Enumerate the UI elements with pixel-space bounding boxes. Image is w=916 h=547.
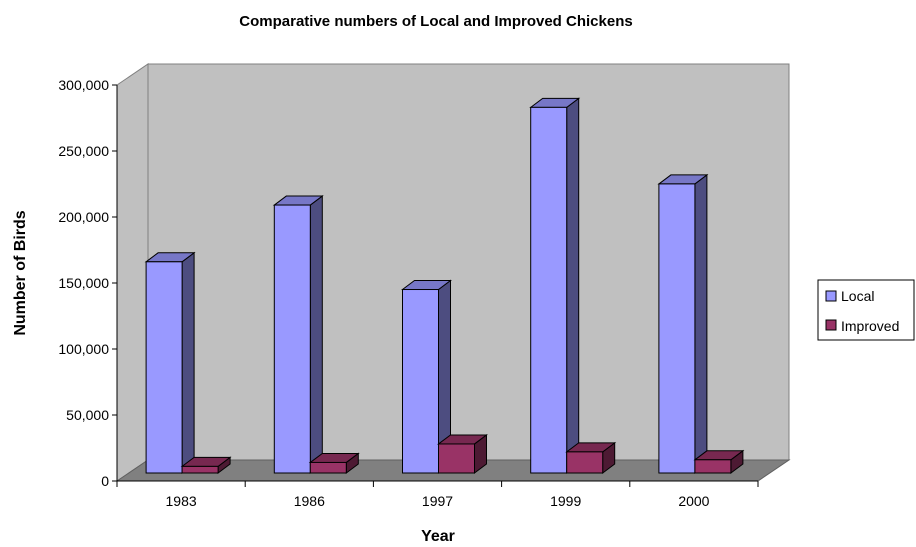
- y-tick-label: 150,000: [58, 275, 109, 291]
- bar-local: [145, 261, 183, 474]
- x-tick-label: 1997: [422, 493, 453, 509]
- x-tick-label: 1986: [294, 493, 325, 509]
- bar-local: [273, 204, 311, 474]
- legend-swatch-improved: [825, 319, 837, 331]
- y-tick-label: 100,000: [58, 341, 109, 357]
- bar-local: [530, 106, 568, 474]
- legend: Local Improved: [817, 279, 915, 341]
- bar-improved: [181, 465, 219, 474]
- y-tick-label: 200,000: [58, 209, 109, 225]
- plot-area: 0 50,000 100,000 150,000 200,000 250,000 300,0…: [58, 63, 791, 509]
- y-tick-label: 0: [101, 473, 109, 489]
- bar-local-side: [694, 173, 708, 474]
- bar-improved: [309, 461, 347, 474]
- bar-improved: [694, 459, 732, 474]
- bar-local-side: [181, 251, 195, 474]
- legend-label-improved: Improved: [841, 318, 899, 334]
- legend-label-local: Local: [841, 288, 874, 304]
- y-tick-label: 300,000: [58, 77, 109, 93]
- bar-improved: [438, 443, 475, 474]
- side-wall: [116, 63, 149, 482]
- x-tick-label: 1983: [166, 493, 197, 509]
- chart-title: Comparative numbers of Local and Improve…: [239, 13, 632, 30]
- bar-local-side: [309, 195, 323, 474]
- x-axis-title: Year: [421, 528, 455, 545]
- x-tick-label: 2000: [678, 493, 709, 509]
- y-axis-title: Number of Birds: [12, 210, 29, 335]
- legend-swatch-local: [825, 290, 837, 302]
- y-tick-label: 50,000: [66, 407, 109, 423]
- bar-improved: [566, 451, 604, 474]
- y-tick-label: 250,000: [58, 143, 109, 159]
- bar-local-side: [566, 97, 580, 474]
- bar-local: [658, 183, 696, 474]
- bar-local: [402, 289, 439, 474]
- x-tick-label: 1999: [550, 493, 581, 509]
